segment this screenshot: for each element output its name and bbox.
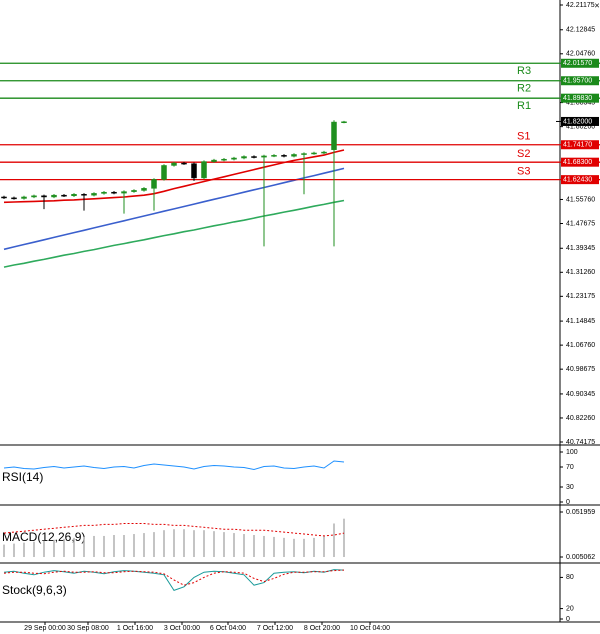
candle-body: [231, 157, 237, 160]
candle-body: [161, 165, 167, 180]
y-tick-label: 41.47675: [566, 220, 595, 227]
level-price: 41.62430: [563, 176, 592, 183]
indicator-tick-label: 30: [566, 484, 574, 491]
level-name: R1: [517, 100, 531, 112]
candle-body: [141, 188, 147, 191]
candle-body: [151, 179, 157, 189]
level-price-box: [561, 76, 599, 86]
indicator-tick-label: 100: [566, 449, 578, 456]
candle-body: [311, 152, 317, 155]
level-price-box: [561, 140, 599, 150]
x-tick-label: 6 Oct 04:00: [210, 625, 246, 632]
candle-body: [131, 190, 137, 192]
level-price: 41.95700: [563, 78, 592, 85]
indicator-line: [3, 460, 345, 471]
indicator-tick-label: 20: [566, 605, 574, 612]
x-tick-label: 1 Oct 16:00: [117, 625, 153, 632]
level-price-box: [561, 58, 599, 68]
candle-body: [61, 194, 67, 197]
level-price: 41.89830: [563, 95, 592, 102]
moving-average: [3, 167, 345, 251]
y-tick-label: 41.55760: [566, 196, 595, 203]
candle-body: [41, 195, 47, 198]
close-icon[interactable]: ×: [594, 0, 599, 10]
y-tick-label: 41.14845: [566, 318, 595, 325]
y-tick-label: 41.39345: [566, 245, 595, 252]
level-price-box: [561, 175, 599, 185]
indicator-tick-label: 0.051959: [566, 509, 595, 516]
moving-average: [3, 149, 345, 204]
indicator-line: [3, 523, 345, 537]
indicator-tick-label: 0: [566, 499, 570, 506]
candle-body: [321, 151, 327, 154]
x-tick-label: 7 Oct 12:00: [257, 625, 293, 632]
y-tick-label: 41.80260: [566, 123, 595, 130]
candle-body: [121, 191, 127, 194]
candle-body: [241, 156, 247, 159]
candle-body: [101, 191, 107, 194]
level-name: S2: [517, 148, 530, 160]
candle-body: [181, 162, 187, 165]
candle-body: [271, 155, 277, 157]
current-price-box: [561, 116, 599, 126]
y-tick-label: 42.12845: [566, 27, 595, 34]
indicator-line: [3, 569, 345, 586]
candle-body: [341, 121, 347, 124]
y-tick-label: 40.74175: [566, 439, 595, 446]
level-name: R3: [517, 65, 531, 77]
candle-body: [261, 155, 267, 158]
y-tick-label: 41.06760: [566, 342, 595, 349]
candle-body: [91, 193, 97, 196]
x-tick-label: 29 Sep 00:00: [24, 625, 66, 632]
x-tick-label: 30 Sep 08:00: [67, 625, 109, 632]
candle-body: [71, 194, 77, 197]
current-price: 41.82000: [563, 118, 592, 125]
x-tick-label: 8 Oct 20:00: [304, 625, 340, 632]
candle-body: [31, 195, 37, 198]
indicator-tick-label: 80: [566, 574, 574, 581]
candle-body: [1, 196, 7, 199]
candle-body: [301, 153, 307, 155]
y-tick-label: 42.04760: [566, 51, 595, 58]
x-tick-label: 3 Oct 00:00: [164, 625, 200, 632]
candle-body: [111, 191, 117, 194]
y-tick-label: 41.23175: [566, 293, 595, 300]
moving-average: [3, 199, 345, 268]
y-tick-label: 40.82260: [566, 415, 595, 422]
candle-body: [11, 197, 17, 200]
indicator-tick-label: 0: [566, 616, 570, 623]
candle-body: [281, 155, 287, 157]
level-price: 41.68300: [563, 159, 592, 166]
indicator-title: RSI(14): [2, 470, 43, 484]
candle-body: [201, 161, 207, 179]
candle-body: [171, 162, 177, 166]
indicator-title: Stock(9,6,3): [2, 583, 67, 597]
level-name: S3: [517, 166, 530, 178]
y-tick-label: 42.21175: [566, 2, 595, 9]
candle-body: [291, 154, 297, 157]
level-name: S1: [517, 131, 530, 143]
y-tick-label: 40.90345: [566, 391, 595, 398]
y-tick-label: 41.31260: [566, 269, 595, 276]
candle-body: [221, 158, 227, 161]
indicator-tick-label: 70: [566, 464, 574, 471]
level-price: 42.01570: [563, 60, 592, 67]
candle-body: [81, 194, 87, 196]
indicator-tick-label: 0.005062: [566, 554, 595, 561]
level-price-box: [561, 157, 599, 167]
y-tick-label: 40.98675: [566, 366, 595, 373]
x-tick-label: 10 Oct 04:00: [350, 625, 390, 632]
y-tick-label: 41.88345: [566, 99, 595, 106]
level-price: 41.74170: [563, 142, 592, 149]
candle-body: [51, 194, 57, 198]
level-price-box: [561, 93, 599, 103]
level-name: R2: [517, 83, 531, 95]
candle-body: [251, 156, 257, 158]
candle-body: [211, 159, 217, 162]
candle-body: [21, 196, 27, 199]
candle-body: [191, 163, 197, 179]
candle-body: [331, 121, 337, 150]
